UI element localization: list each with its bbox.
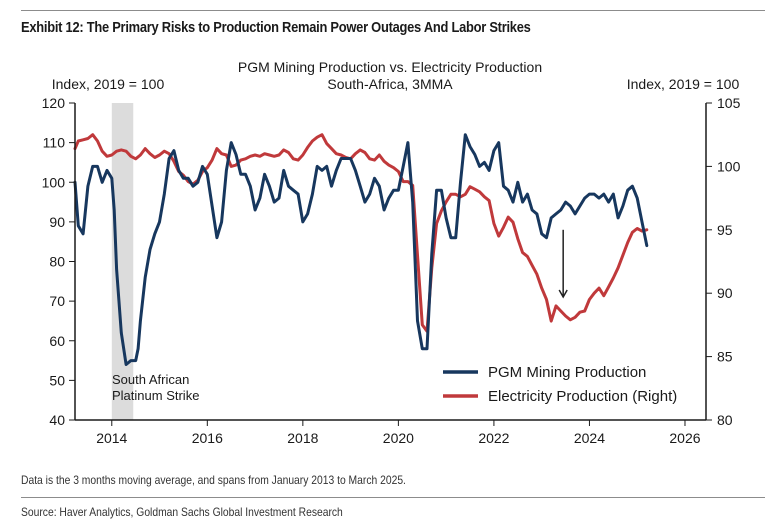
- x-tick-label: 2024: [574, 430, 605, 446]
- y-right-tick-label: 95: [717, 222, 733, 238]
- chart: 2014 2016 2018 2020 2022 2024 2026 40 50 60 70 80 90…: [42, 59, 741, 446]
- y-left-tick-label: 50: [49, 372, 65, 388]
- series-line-electricity: [73, 133, 649, 333]
- x-tick-label: 2022: [478, 430, 509, 446]
- x-tick-label: 2016: [192, 430, 223, 446]
- x-tick-label: 2026: [669, 430, 700, 446]
- y-right-tick-label: 80: [717, 412, 733, 428]
- exhibit-title: Exhibit 12: The Primary Risks to Product…: [21, 19, 531, 36]
- y-right-tick-label: 85: [717, 349, 733, 365]
- y-right-tick-label: 90: [717, 285, 733, 301]
- strike-shaded-region: [111, 103, 134, 420]
- y-left-tick-label: 100: [42, 174, 66, 190]
- x-tick-label: 2020: [383, 430, 414, 446]
- y-right-tick-label: 100: [717, 158, 741, 174]
- strike-label-line2: Platinum Strike: [112, 388, 199, 403]
- y-left-tick-label: 40: [49, 412, 65, 428]
- right-axis-label: Index, 2019 = 100: [627, 76, 740, 92]
- strike-label-line1: South African: [112, 372, 189, 387]
- y-left-tick-label: 60: [49, 333, 65, 349]
- y-left-tick-label: 120: [42, 95, 66, 111]
- y-right-tick-label: 105: [717, 95, 741, 111]
- top-rule: [21, 10, 765, 11]
- series-line-pgm-mining: [73, 133, 649, 366]
- x-tick-label: 2014: [96, 430, 127, 446]
- y-left-tick-label: 70: [49, 293, 65, 309]
- x-tick-label: 2018: [287, 430, 318, 446]
- y-left-tick-label: 90: [49, 214, 65, 230]
- legend-label-pgm: PGM Mining Production: [488, 364, 646, 381]
- legend: PGM Mining Production Electricity Produc…: [443, 364, 677, 405]
- legend-label-electricity: Electricity Production (Right): [488, 388, 677, 405]
- left-axis-label: Index, 2019 = 100: [52, 76, 165, 92]
- chart-subtitle: South-Africa, 3MMA: [327, 76, 453, 92]
- chart-title: PGM Mining Production vs. Electricity Pr…: [238, 59, 542, 75]
- divider-rule: [21, 497, 765, 498]
- source-note: Source: Haver Analytics, Goldman Sachs G…: [21, 505, 343, 519]
- annotation-arrow-head-icon: [558, 289, 568, 299]
- y-left-tick-label: 110: [43, 135, 66, 151]
- footnote: Data is the 3 months moving average, and…: [21, 473, 406, 487]
- y-left-tick-label: 80: [49, 254, 65, 270]
